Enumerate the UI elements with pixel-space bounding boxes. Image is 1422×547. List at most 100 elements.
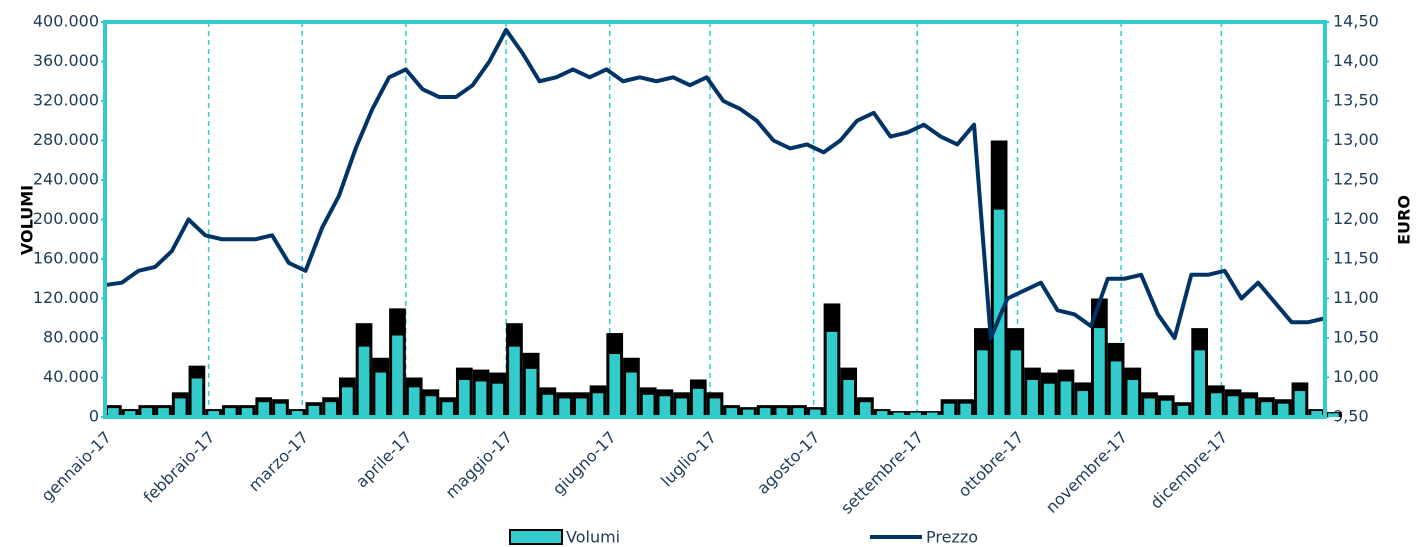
volume-bar-inner xyxy=(1060,381,1072,417)
volume-bar-inner xyxy=(609,354,621,417)
volume-bar-inner xyxy=(776,408,788,417)
volume-bar-inner xyxy=(1211,393,1222,417)
legend-label: Prezzo xyxy=(926,528,978,547)
volume-bar-inner xyxy=(275,403,286,417)
volume-bar-inner xyxy=(893,412,905,417)
y-tick-label: 200.000 xyxy=(33,209,99,228)
volume-bar-inner xyxy=(626,372,637,417)
volume-bar-inner xyxy=(291,411,303,417)
volume-bar-inner xyxy=(1277,403,1289,417)
y2-tick-label: 10,50 xyxy=(1333,328,1379,347)
volume-bar-inner xyxy=(977,350,988,417)
x-tick-label: maggio-17 xyxy=(442,428,517,503)
volume-bar-inner xyxy=(743,409,754,417)
volume-bar-inner xyxy=(709,398,721,417)
volume-bar-inner xyxy=(124,411,136,417)
plot-frame xyxy=(103,20,1327,419)
volume-bar-inner xyxy=(141,408,153,417)
volume-bar-inner xyxy=(960,403,972,417)
x-tick-label: agosto-17 xyxy=(753,428,823,498)
volume-bar-inner xyxy=(793,408,804,417)
volume-bar-inner xyxy=(509,346,520,417)
volume-bar-inner xyxy=(575,398,587,417)
volume-bar-inner xyxy=(1160,400,1172,417)
volume-bar-inner xyxy=(208,411,219,417)
y2-tick-label: 10,00 xyxy=(1333,367,1379,386)
volume-bar-inner xyxy=(1144,398,1155,417)
volume-bar-inner xyxy=(458,379,470,417)
volume-bar-inner xyxy=(108,408,119,417)
volume-bar-inner xyxy=(224,408,236,417)
x-tick-label: novembre-17 xyxy=(1042,428,1131,517)
volume-bar-inner xyxy=(759,408,771,417)
x-tick-label: febbraio-17 xyxy=(140,428,219,507)
volume-bar-inner xyxy=(475,381,487,417)
x-tick-label: settembre-17 xyxy=(837,428,927,518)
y-tick-label: 40.000 xyxy=(43,367,99,386)
volume-bar-inner xyxy=(1194,350,1206,417)
volume-bar-inner xyxy=(659,396,671,417)
volume-bar-inner xyxy=(325,402,336,417)
volume-bar-inner xyxy=(1328,413,1339,417)
y2-tick-label: 9,50 xyxy=(1333,407,1369,426)
x-tick-label: gennaio-17 xyxy=(37,428,115,506)
volume-bar-inner xyxy=(258,402,270,417)
legend-label: Volumi xyxy=(566,528,620,547)
volume-bar-inner xyxy=(1043,383,1055,417)
volume-bar-inner xyxy=(592,393,604,417)
x-tick-label: ottobre-17 xyxy=(954,428,1027,501)
volume-bar-inner xyxy=(1244,398,1256,417)
volume-bar-inner xyxy=(809,409,821,417)
volume-bar-inner xyxy=(1261,402,1272,417)
volume-bar-inner xyxy=(1027,379,1038,417)
volume-bar-inner xyxy=(876,411,888,417)
volume-bar-inner xyxy=(341,387,353,417)
volume-bar-inner xyxy=(542,394,554,417)
volume-bar-inner xyxy=(1127,379,1139,417)
y-tick-label: 320.000 xyxy=(33,91,99,110)
volume-bar-inner xyxy=(926,412,938,417)
volume-bar-inner xyxy=(943,403,955,417)
volume-bar-inner xyxy=(1094,328,1105,417)
volume-bar-inner xyxy=(492,383,504,417)
volume-bar-inner xyxy=(559,398,570,417)
y-tick-label: 80.000 xyxy=(43,328,99,347)
volume-bar-inner xyxy=(1010,350,1022,417)
volume-bar-inner xyxy=(308,405,320,417)
y2-tick-label: 11,00 xyxy=(1333,288,1379,307)
y2-tick-label: 13,50 xyxy=(1333,91,1379,110)
volume-bar-inner xyxy=(910,412,921,417)
volume-bar-inner xyxy=(191,378,203,417)
y-tick-label: 160.000 xyxy=(33,249,99,268)
y2-tick-label: 11,50 xyxy=(1333,249,1379,268)
x-tick-label: aprile-17 xyxy=(352,428,416,492)
x-tick-label: luglio-17 xyxy=(657,428,720,491)
x-tick-label: marzo-17 xyxy=(245,428,313,496)
volume-bar-inner xyxy=(860,402,871,417)
volume-bar-inner xyxy=(241,408,253,417)
volume-bar-inner xyxy=(1227,396,1239,417)
y2-tick-label: 13,00 xyxy=(1333,130,1379,149)
volume-bar-inner xyxy=(358,346,370,417)
volume-bar-inner xyxy=(726,408,738,417)
volume-bar-inner xyxy=(1077,391,1089,417)
volume-bar-inner xyxy=(843,379,855,417)
y-tick-label: 360.000 xyxy=(33,51,99,70)
legend-swatch xyxy=(509,529,563,545)
x-tick-label: giugno-17 xyxy=(549,428,620,499)
y-tick-label: 120.000 xyxy=(33,288,99,307)
volume-bar-inner xyxy=(1294,391,1306,417)
volume-bar-inner xyxy=(1177,405,1189,417)
volume-bar-inner xyxy=(375,372,387,417)
y2-tick-label: 14,00 xyxy=(1333,51,1379,70)
volume-bar-inner xyxy=(442,402,453,417)
volume-bar-inner xyxy=(525,368,537,417)
price-line xyxy=(104,27,1326,340)
y2-tick-label: 12,00 xyxy=(1333,209,1379,228)
volume-bar-inner xyxy=(392,335,403,417)
y-tick-label: 240.000 xyxy=(33,170,99,189)
volume-bar-inner xyxy=(408,387,420,417)
x-tick-label: dicembre-17 xyxy=(1146,428,1231,513)
y2-tick-label: 12,50 xyxy=(1333,170,1379,189)
